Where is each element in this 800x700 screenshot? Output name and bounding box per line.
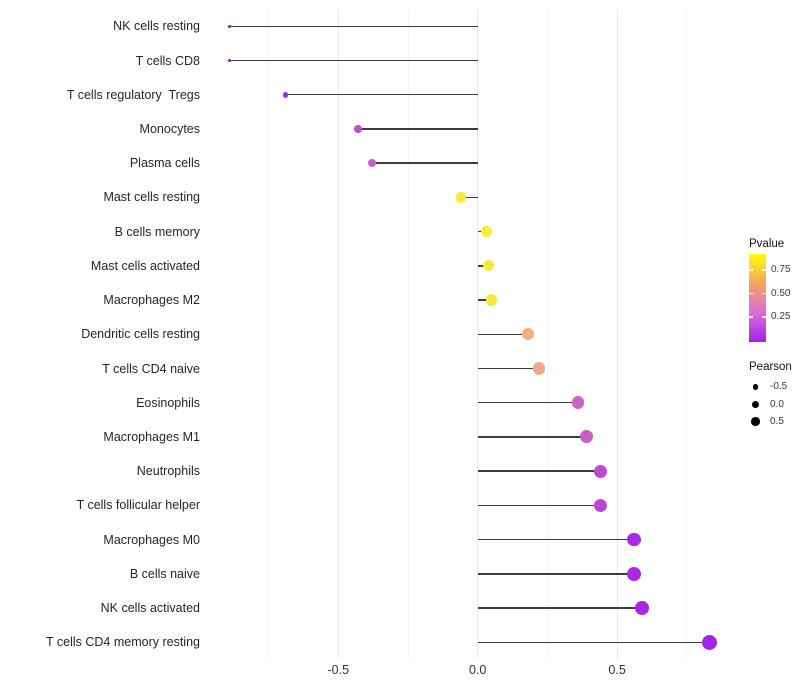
colorbar-tick-mark	[749, 316, 753, 318]
minor-gridline	[686, 9, 688, 659]
colorbar-tick-label: 0.25	[771, 311, 791, 323]
colorbar-tick-mark	[762, 269, 766, 271]
y-axis-label: B cells memory	[114, 224, 200, 239]
lollipop-stem	[357, 128, 478, 130]
y-axis-label: T cells CD4 naive	[102, 361, 200, 376]
colorbar-tick-label: 0.75	[771, 264, 791, 276]
y-axis-label: T cells regulatory Tregs	[66, 87, 200, 102]
y-axis-label: Mast cells activated	[90, 258, 200, 273]
lollipop-stem	[371, 162, 478, 164]
lollipop-stem	[285, 94, 478, 96]
lollipop-stem	[477, 333, 528, 335]
pearson-legend-label: 0.5	[770, 415, 784, 427]
lollipop-dot	[593, 498, 607, 512]
colorbar-tick-mark	[749, 269, 753, 271]
y-axis-label: Mast cells resting	[103, 190, 200, 205]
lollipop-dot	[483, 260, 495, 272]
pvalue-legend-title: Pvalue	[749, 238, 785, 250]
y-axis-label: Macrophages M0	[103, 532, 200, 547]
y-axis-label: Dendritic cells resting	[81, 327, 200, 342]
lollipop-dot	[701, 634, 717, 650]
colorbar-tick-mark	[762, 292, 766, 295]
minor-gridline	[268, 9, 270, 659]
lollipop-dot	[635, 601, 650, 615]
lollipop-dot	[593, 464, 607, 478]
lollipop-dot	[480, 226, 492, 238]
colorbar-tick-mark	[762, 316, 766, 318]
lollipop-stem	[460, 196, 478, 199]
lollipop-dot	[367, 158, 376, 168]
lollipop-dot	[626, 532, 641, 547]
y-axis-label: Macrophages M1	[103, 429, 200, 444]
lollipop-stem	[477, 436, 587, 438]
pearson-legend-title: Pearson	[749, 361, 792, 373]
lollipop-dot	[353, 124, 362, 133]
lollipop-dot	[521, 328, 534, 341]
lollipop-dot	[571, 396, 585, 410]
lollipop-dot	[228, 59, 231, 62]
minor-gridline	[407, 9, 409, 659]
lollipop-dot	[626, 566, 641, 581]
lollipop-dot	[282, 91, 289, 98]
lollipop-stem	[477, 470, 601, 472]
lollipop-stem	[477, 299, 492, 301]
colorbar-tick-label: 0.50	[771, 287, 791, 299]
y-axis-label: B cells naive	[129, 566, 200, 581]
major-gridline	[337, 9, 339, 659]
lollipop-stem	[229, 59, 478, 62]
y-axis-label: Plasma cells	[129, 156, 200, 171]
lollipop-dot	[486, 294, 498, 306]
lollipop-dot	[579, 430, 593, 444]
lollipop-dot	[455, 192, 467, 203]
x-tick-label: 0.5	[608, 663, 626, 677]
lollipop-stem	[477, 573, 634, 575]
colorbar-tick-mark	[749, 292, 753, 295]
pearson-legend-dot	[751, 400, 760, 409]
lollipop-stem	[477, 367, 540, 370]
y-axis-label: NK cells activated	[100, 601, 200, 616]
lollipop-stem	[477, 607, 643, 609]
major-gridline	[616, 9, 618, 659]
y-axis-label: Neutrophils	[136, 464, 200, 479]
pvalue-colorbar-gradient	[749, 254, 766, 342]
y-axis-label: T cells follicular helper	[76, 498, 200, 513]
lollipop-stem	[477, 504, 601, 507]
pearson-legend-label: 0.0	[770, 398, 784, 410]
x-tick-label: -0.5	[327, 663, 350, 677]
lollipop-dot	[532, 362, 546, 375]
lollipop-stem	[229, 25, 478, 27]
pearson-legend-dot	[751, 417, 760, 427]
y-axis-label: Macrophages M2	[103, 293, 200, 308]
lollipop-stem	[477, 538, 634, 541]
y-axis-label: Monocytes	[139, 121, 200, 136]
y-axis-label: NK cells resting	[113, 19, 200, 34]
lollipop-stem	[477, 641, 710, 643]
minor-gridline	[546, 9, 548, 659]
pearson-legend-label: -0.5	[770, 381, 788, 392]
lollipop-stem	[477, 265, 489, 267]
y-axis-label: T cells CD8	[135, 53, 200, 68]
pearson-legend-dot	[752, 384, 759, 390]
x-tick-label: 0.0	[468, 663, 487, 677]
lollipop-dot	[228, 25, 231, 28]
lollipop-stem	[477, 402, 579, 404]
y-axis-label: Eosinophils	[136, 395, 200, 410]
y-axis-label: T cells CD4 memory resting	[46, 635, 200, 650]
